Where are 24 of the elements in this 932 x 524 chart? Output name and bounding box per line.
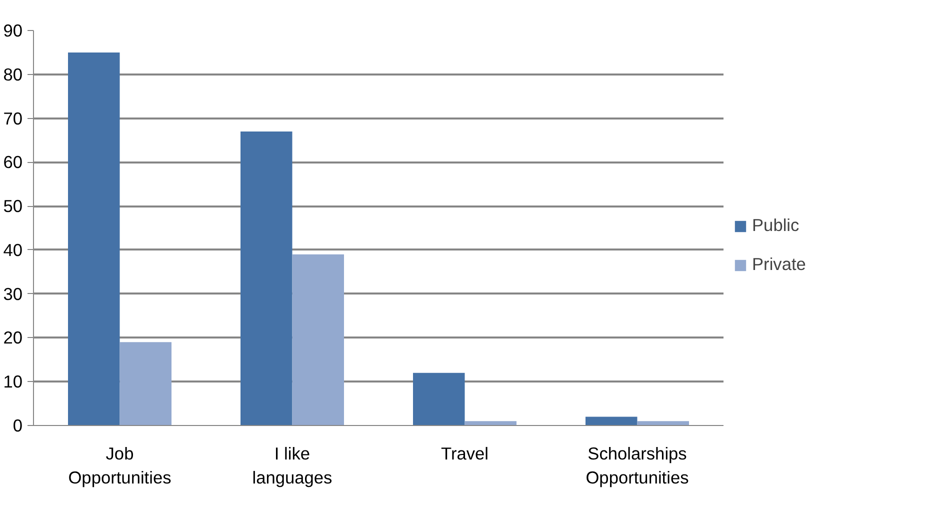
bar (464, 421, 516, 426)
bar (120, 342, 172, 426)
y-tick-label: 50 (3, 196, 23, 216)
y-tick-label: 20 (3, 328, 23, 348)
y-tick-label: 40 (3, 240, 23, 260)
legend-label: Private (752, 254, 806, 275)
y-tick-label: 70 (3, 108, 23, 128)
bar (292, 254, 344, 426)
y-tick-label: 60 (3, 152, 23, 172)
y-tick-label: 0 (12, 416, 23, 436)
x-tick-label: Scholarships Opportunities (586, 444, 690, 488)
x-tick-label: Job Opportunities (68, 444, 172, 488)
y-tick-label: 90 (3, 20, 23, 40)
y-tick-label: 10 (3, 372, 23, 392)
legend-label: Public (752, 215, 800, 236)
bar (413, 372, 465, 426)
y-tick-label: 30 (3, 284, 23, 304)
bar (68, 52, 120, 426)
y-tick-label: 80 (3, 64, 23, 84)
x-tick-label: Travel (441, 444, 488, 464)
bar (586, 416, 638, 426)
x-tick-label: I like languages (252, 444, 333, 488)
bar (240, 131, 292, 426)
bar (637, 421, 689, 426)
